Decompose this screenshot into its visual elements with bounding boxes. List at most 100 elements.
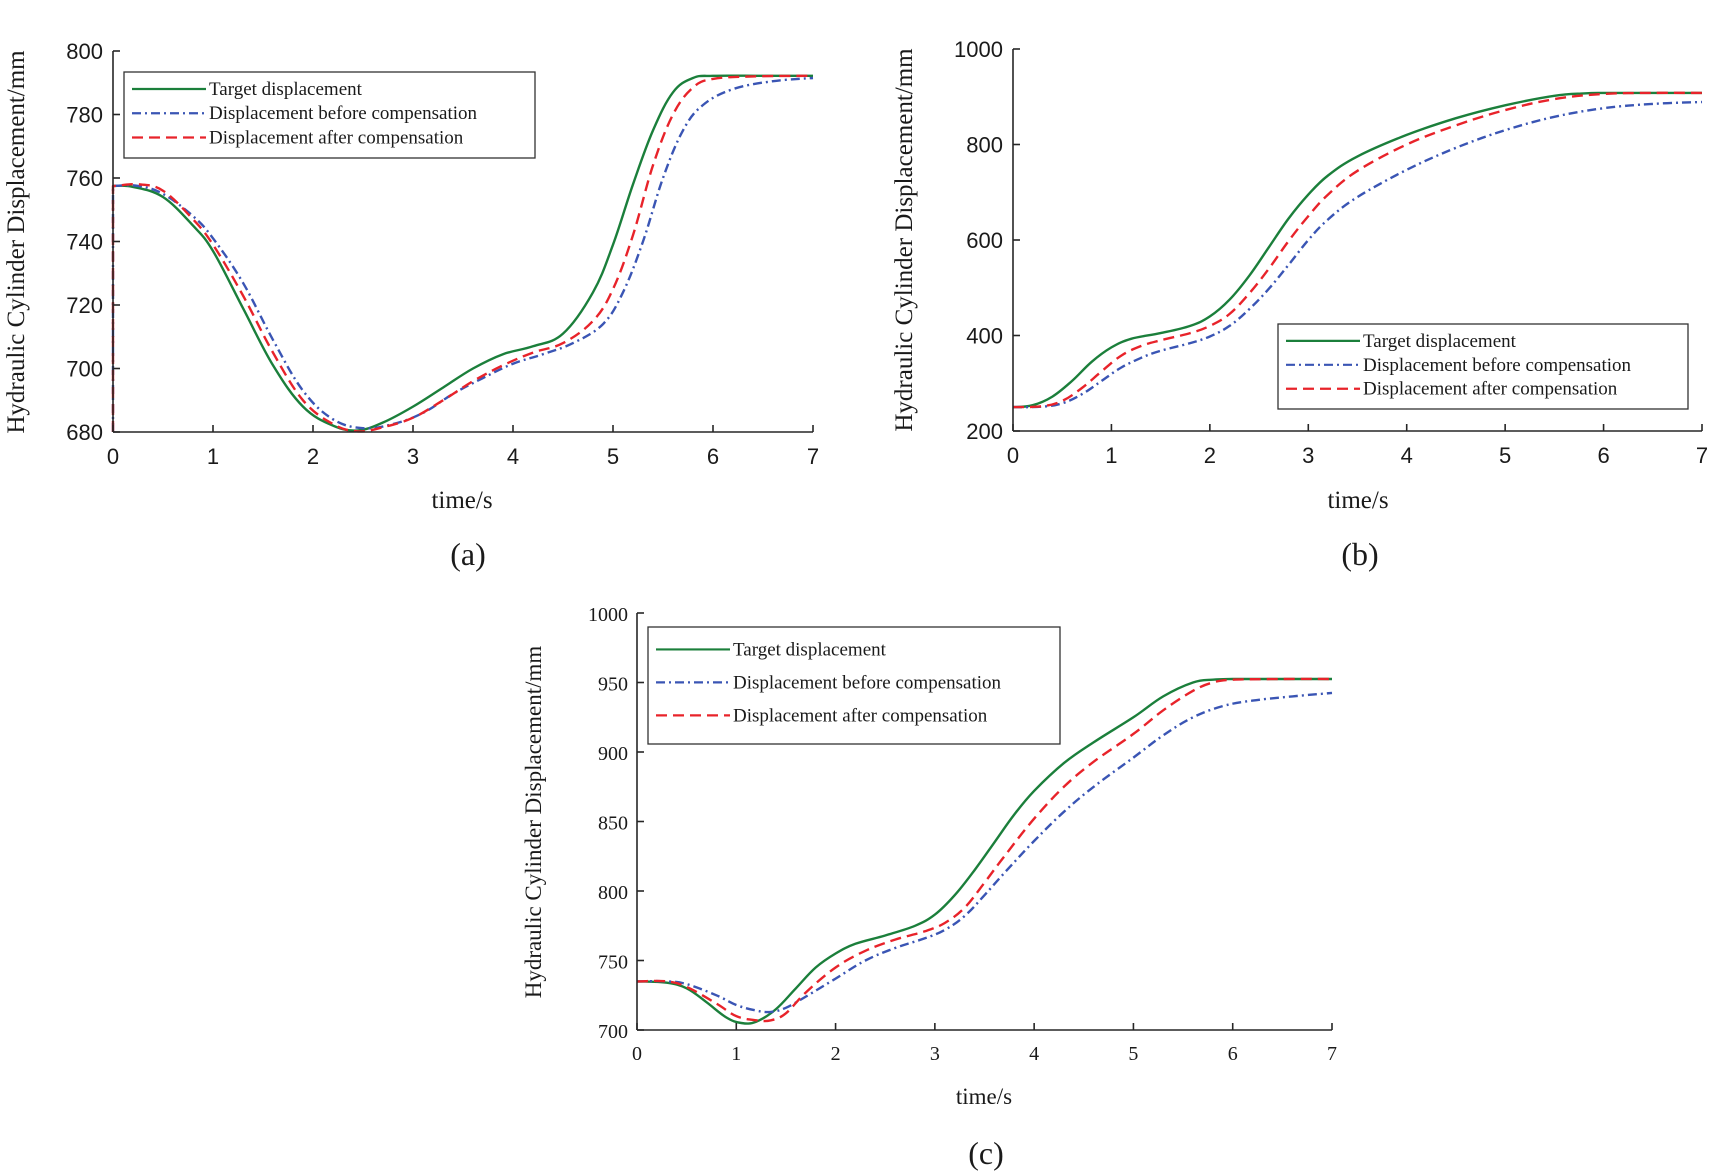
x-tick-label: 3 (1302, 443, 1314, 468)
panel-c-legend: Target displacement Displacement before c… (647, 626, 1061, 745)
y-tick-label: 900 (598, 743, 628, 765)
panel-b-x-tick-labels: 0 1 2 3 4 5 6 7 (1007, 443, 1708, 468)
legend-label: Target displacement (209, 79, 363, 100)
panel-a-series-dashed (111, 74, 814, 433)
panel-b-y-tick-labels: 200 400 600 800 1000 (954, 37, 1003, 444)
panel-b-series-dashdot (1012, 100, 1703, 409)
legend-item: Target displacement (1286, 331, 1517, 352)
legend-label: Displacement after compensation (209, 127, 464, 148)
legend-item: Target displacement (132, 79, 363, 100)
x-tick-label: 2 (1204, 443, 1216, 468)
y-tick-label: 850 (598, 813, 628, 835)
x-tick-label: 2 (831, 1043, 841, 1065)
x-tick-label: 7 (1696, 443, 1708, 468)
panel-b-x-axis-title: time/s (1327, 487, 1388, 514)
y-tick-label: 780 (66, 103, 103, 128)
y-tick-label: 1000 (954, 37, 1003, 62)
panel-b-caption: (b) (1341, 536, 1378, 572)
panel-c-axes (636, 612, 1333, 1031)
legend-label: Displacement before compensation (1363, 355, 1632, 376)
x-tick-label: 6 (1228, 1043, 1238, 1065)
panel-c-series-dashdot (636, 691, 1333, 1014)
x-tick-label: 5 (607, 444, 619, 469)
panel-b: 0 1 2 3 4 5 6 7 200 400 600 800 1000 time/s Hydraul… (891, 37, 1708, 572)
x-tick-label: 0 (1007, 443, 1019, 468)
y-tick-label: 720 (66, 293, 103, 318)
y-tick-label: 200 (966, 419, 1003, 444)
panel-c-y-tick-labels: 700 750 800 850 900 950 1000 (588, 604, 628, 1043)
x-tick-label: 5 (1128, 1043, 1138, 1065)
panel-b-axes (1012, 48, 1703, 432)
x-tick-label: 6 (1597, 443, 1609, 468)
legend-label: Displacement after compensation (733, 705, 988, 726)
panel-c-caption: (c) (968, 1135, 1004, 1171)
legend-label: Displacement before compensation (733, 672, 1002, 693)
panel-a-x-tick-labels: 0 1 2 3 4 5 6 7 (107, 444, 819, 469)
panel-a-axes (112, 50, 814, 433)
panel-a-x-axis-title: time/s (431, 487, 492, 514)
y-tick-label: 700 (598, 1021, 628, 1043)
x-tick-label: 0 (632, 1043, 642, 1065)
legend-item: Displacement after compensation (656, 705, 988, 726)
legend-item: Target displacement (656, 639, 887, 660)
y-tick-label: 600 (966, 228, 1003, 253)
panel-a-y-axis-title: Hydraulic Cylinder Displacement/mm (3, 50, 30, 434)
legend-item: Displacement before compensation (132, 103, 478, 124)
legend-label: Displacement after compensation (1363, 379, 1618, 400)
legend-label: Displacement before compensation (209, 103, 478, 124)
panel-c-series-dashed (636, 677, 1333, 1023)
panel-a-caption: (a) (450, 536, 486, 572)
y-tick-label: 950 (598, 674, 628, 696)
panel-a-curves (111, 74, 814, 433)
x-tick-label: 5 (1499, 443, 1511, 468)
x-tick-label: 1 (731, 1043, 741, 1065)
legend-item: Displacement before compensation (656, 672, 1002, 693)
panel-c-x-tick-labels: 0 1 2 3 4 5 6 7 (632, 1043, 1337, 1065)
x-tick-label: 1 (1105, 443, 1117, 468)
panel-c-y-axis-title: Hydraulic Cylinder Displacement/mm (521, 646, 546, 999)
x-tick-label: 0 (107, 444, 119, 469)
legend-label: Target displacement (733, 639, 887, 660)
legend-box (647, 626, 1061, 745)
panel-b-curves (1012, 91, 1703, 409)
y-tick-label: 800 (66, 39, 103, 64)
panel-a: 0 1 2 3 4 5 6 7 680 700 720 740 760 780 800 time/s Hy… (3, 39, 819, 572)
panel-a-legend: Target displacement Displacement before c… (123, 71, 536, 159)
legend-item: Displacement after compensation (1286, 379, 1618, 400)
panel-b-series-solid (1012, 91, 1702, 409)
panel-c: 0 1 2 3 4 5 6 7 700 750 800 850 900 950 1000 time/s H… (521, 604, 1337, 1171)
panel-b-series-dashed (1012, 91, 1703, 409)
legend-box (1277, 323, 1689, 410)
y-tick-label: 800 (966, 133, 1003, 158)
x-tick-label: 4 (507, 444, 519, 469)
panel-b-legend: Target displacement Displacement before c… (1277, 323, 1689, 410)
y-tick-label: 700 (66, 357, 103, 382)
y-tick-label: 1000 (588, 604, 628, 626)
x-tick-label: 4 (1401, 443, 1413, 468)
x-tick-label: 3 (407, 444, 419, 469)
panel-c-series-solid (636, 677, 1332, 1025)
y-tick-label: 800 (598, 882, 628, 904)
panel-b-y-axis-title: Hydraulic Cylinder Displacement/mm (891, 48, 918, 432)
x-tick-label: 7 (1327, 1043, 1337, 1065)
legend-box (123, 71, 536, 159)
x-tick-label: 6 (707, 444, 719, 469)
legend-item: Displacement before compensation (1286, 355, 1632, 376)
x-tick-label: 2 (307, 444, 319, 469)
legend-label: Target displacement (1363, 331, 1517, 352)
y-tick-label: 680 (66, 420, 103, 445)
panel-a-y-tick-labels: 680 700 720 740 760 780 800 (66, 39, 103, 445)
panel-c-curves (636, 677, 1333, 1025)
y-tick-label: 750 (598, 952, 628, 974)
x-tick-label: 3 (930, 1043, 940, 1065)
panel-c-x-axis-title: time/s (956, 1084, 1012, 1109)
y-tick-label: 740 (66, 230, 103, 255)
y-tick-label: 760 (66, 166, 103, 191)
x-tick-label: 4 (1029, 1043, 1039, 1065)
legend-item: Displacement after compensation (132, 127, 464, 148)
x-tick-label: 7 (807, 444, 819, 469)
panel-a-series-solid (112, 74, 813, 432)
x-tick-label: 1 (207, 444, 219, 469)
y-tick-label: 400 (966, 324, 1003, 349)
